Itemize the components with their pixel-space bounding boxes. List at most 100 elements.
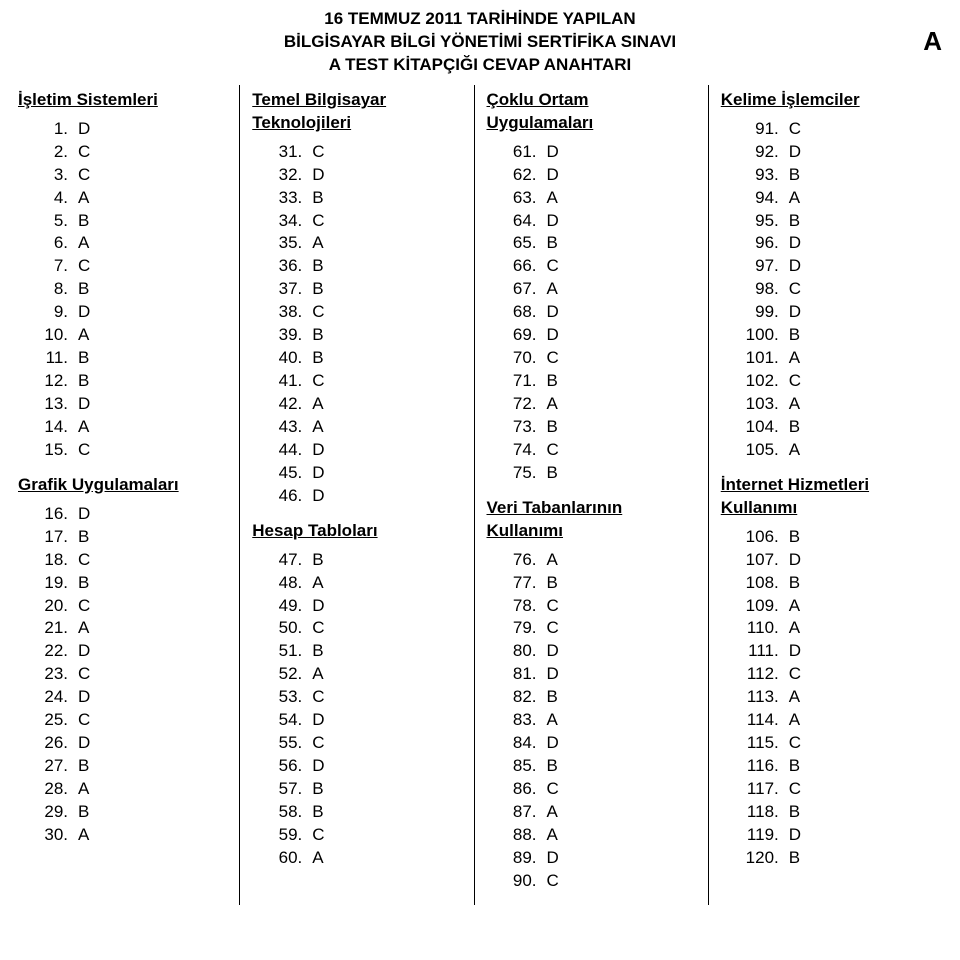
answer-row: 92.D [735, 141, 934, 164]
question-number: 103. [735, 393, 783, 416]
answer-letter: B [783, 847, 800, 870]
answer-row: 12.B [32, 370, 231, 393]
answer-letter: D [306, 439, 324, 462]
question-number: 70. [501, 347, 541, 370]
answer-letter: A [783, 709, 800, 732]
answer-letter: A [541, 824, 558, 847]
answer-row: 103.A [735, 393, 934, 416]
answer-letter: D [72, 393, 90, 416]
answer-row: 58.B [266, 801, 465, 824]
question-number: 28. [32, 778, 72, 801]
answer-letter: B [541, 572, 558, 595]
question-number: 75. [501, 462, 541, 485]
answer-letter: C [783, 778, 801, 801]
answer-letter: D [306, 709, 324, 732]
answer-row: 120.B [735, 847, 934, 870]
answer-letter: A [72, 824, 89, 847]
question-number: 100. [735, 324, 783, 347]
answer-letter: C [72, 439, 90, 462]
question-number: 102. [735, 370, 783, 393]
answer-row: 27.B [32, 755, 231, 778]
question-number: 101. [735, 347, 783, 370]
question-number: 74. [501, 439, 541, 462]
answer-letter: D [783, 255, 801, 278]
answer-letter: C [72, 549, 90, 572]
answer-row: 95.B [735, 210, 934, 233]
answer-row: 48.A [266, 572, 465, 595]
question-number: 82. [501, 686, 541, 709]
question-number: 35. [266, 232, 306, 255]
question-number: 77. [501, 572, 541, 595]
answer-row: 41.C [266, 370, 465, 393]
answer-letter: B [783, 801, 800, 824]
answer-letter: C [306, 824, 324, 847]
answer-row: 73.B [501, 416, 700, 439]
answer-letter: D [783, 549, 801, 572]
answer-letter: D [541, 164, 559, 187]
section-title: İşletim Sistemleri [18, 89, 231, 112]
question-number: 86. [501, 778, 541, 801]
answer-row: 82.B [501, 686, 700, 709]
answer-letter: A [783, 393, 800, 416]
answer-row: 79.C [501, 617, 700, 640]
question-number: 4. [32, 187, 72, 210]
answer-row: 23.C [32, 663, 231, 686]
question-number: 73. [501, 416, 541, 439]
answer-row: 9.D [32, 301, 231, 324]
answer-row: 18.C [32, 549, 231, 572]
answer-row: 116.B [735, 755, 934, 778]
question-number: 67. [501, 278, 541, 301]
question-number: 120. [735, 847, 783, 870]
answer-row: 102.C [735, 370, 934, 393]
answer-row: 88.A [501, 824, 700, 847]
answer-letter: C [306, 141, 324, 164]
question-number: 97. [735, 255, 783, 278]
answer-row: 108.B [735, 572, 934, 595]
answer-letter: C [783, 663, 801, 686]
question-number: 119. [735, 824, 783, 847]
answer-letter: B [72, 278, 89, 301]
answer-row: 90.C [501, 870, 700, 893]
question-number: 21. [32, 617, 72, 640]
question-number: 22. [32, 640, 72, 663]
answer-row: 15.C [32, 439, 231, 462]
question-number: 5. [32, 210, 72, 233]
question-number: 116. [735, 755, 783, 778]
answer-row: 3.C [32, 164, 231, 187]
answer-letter: D [541, 210, 559, 233]
question-number: 44. [266, 439, 306, 462]
answer-row: 20.C [32, 595, 231, 618]
question-number: 13. [32, 393, 72, 416]
answer-row: 104.B [735, 416, 934, 439]
question-number: 57. [266, 778, 306, 801]
answer-letter: B [306, 278, 323, 301]
answer-row: 16.D [32, 503, 231, 526]
question-number: 90. [501, 870, 541, 893]
answer-letter: B [306, 324, 323, 347]
question-number: 9. [32, 301, 72, 324]
answer-letter: A [541, 278, 558, 301]
answer-row: 33.B [266, 187, 465, 210]
question-number: 84. [501, 732, 541, 755]
answer-letter: C [783, 732, 801, 755]
answer-letter: C [72, 255, 90, 278]
answer-letter: A [306, 572, 323, 595]
answer-letter: D [72, 503, 90, 526]
answer-letter: A [72, 232, 89, 255]
question-number: 27. [32, 755, 72, 778]
answer-letter: C [306, 370, 324, 393]
question-number: 92. [735, 141, 783, 164]
answer-letter: B [783, 755, 800, 778]
answer-row: 85.B [501, 755, 700, 778]
answer-letter: C [783, 370, 801, 393]
answer-letter: C [306, 617, 324, 640]
header-line-3: A TEST KİTAPÇIĞI CEVAP ANAHTARI [18, 54, 942, 77]
answer-letter: D [541, 847, 559, 870]
answer-row: 38.C [266, 301, 465, 324]
question-number: 7. [32, 255, 72, 278]
answer-row: 6.A [32, 232, 231, 255]
answer-row: 49.D [266, 595, 465, 618]
question-number: 23. [32, 663, 72, 686]
answer-letter: A [306, 232, 323, 255]
answer-row: 36.B [266, 255, 465, 278]
